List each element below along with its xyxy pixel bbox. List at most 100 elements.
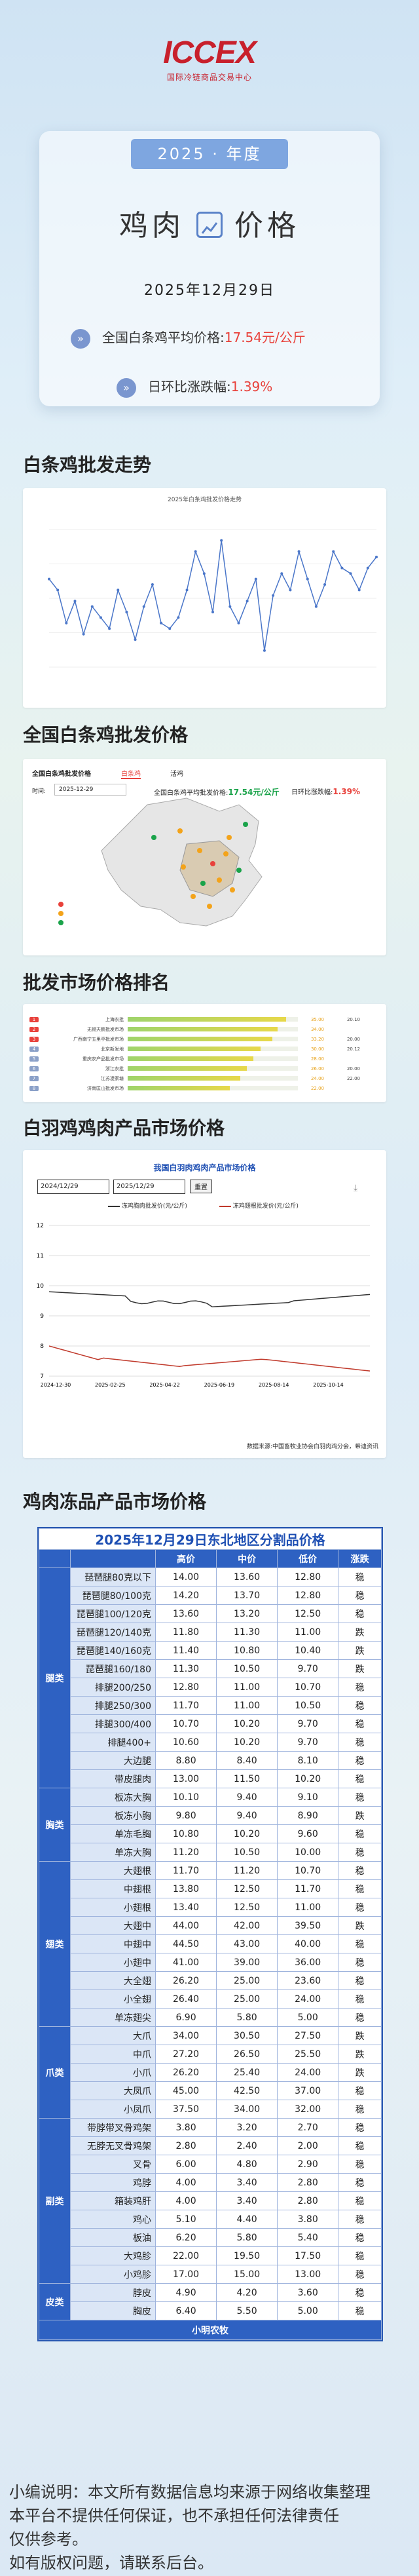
- low-price-cell: 5.00: [277, 2301, 339, 2320]
- high-price-cell: 10.10: [155, 1788, 217, 1807]
- mid-price-cell: 12.50: [216, 1898, 278, 1917]
- change-cell: 稳: [338, 2191, 382, 2210]
- table-row: 无脖无叉骨鸡架 2.80 2.40 2.00 稳: [39, 2136, 382, 2155]
- trend-chart: [48, 529, 378, 668]
- market-dot: [217, 877, 222, 883]
- rank-bar-track: [128, 1027, 298, 1031]
- category-cell: 副类: [39, 2118, 71, 2284]
- x-tick: 2025-08-14: [259, 1382, 289, 1388]
- product-name-cell: 小鸡胗: [70, 2265, 156, 2284]
- high-price-cell: 22.00: [155, 2246, 217, 2265]
- trend-point: [82, 632, 85, 636]
- mid-price-cell: 19.50: [216, 2246, 278, 2265]
- market-name: 广西南宁五里亭批发市场: [73, 1036, 124, 1042]
- tab-live-chicken[interactable]: 活鸡: [170, 771, 183, 778]
- trend-point: [349, 572, 352, 575]
- trend-point: [357, 588, 361, 592]
- rank-bar-track: [128, 1076, 298, 1081]
- date-picker[interactable]: 2025-12-29: [54, 784, 126, 796]
- table-row: 鸡心 5.10 4.40 3.80 稳: [39, 2210, 382, 2229]
- trend-point: [99, 616, 102, 619]
- low-price-cell: 3.80: [277, 2210, 339, 2229]
- caption: 小编说明：本文所有数据信息均来源于网络收集整理 本平台不提供任何保证，也不承担任…: [9, 2480, 371, 2575]
- low-price-cell: 24.00: [277, 1990, 339, 2009]
- change-cell: 稳: [338, 1879, 382, 1898]
- product-name-cell: 单冻大胸: [70, 1843, 156, 1862]
- low-price-cell: 11.00: [277, 1623, 339, 1642]
- low-price-cell: 13.00: [277, 2265, 339, 2284]
- change-cell: 稳: [338, 2283, 382, 2302]
- low-price-cell: 11.00: [277, 1898, 339, 1917]
- low-price-cell: 2.00: [277, 2136, 339, 2155]
- rank-change: 22.00: [346, 1075, 361, 1081]
- change-cell: 稳: [338, 2246, 382, 2265]
- product-name-cell: 中爪: [70, 2045, 156, 2064]
- trend-point: [366, 566, 369, 569]
- tab-white-chicken[interactable]: 白条鸡: [121, 768, 141, 779]
- product-name-cell: 琵琶腿160/180: [70, 1659, 156, 1678]
- high-price-cell: 9.80: [155, 1806, 217, 1825]
- table-row: 小鸡胗 17.00 15.00 13.00 稳: [39, 2265, 382, 2284]
- table-row: 小凤爪 37.50 34.00 32.00 稳: [39, 2100, 382, 2119]
- y-tick: 10: [37, 1283, 45, 1290]
- product-name-cell: 大翅中: [70, 1916, 156, 1935]
- market-dot: [223, 851, 228, 856]
- change-cell: 稳: [338, 1604, 382, 1623]
- mid-price-cell: 4.20: [216, 2283, 278, 2302]
- product-name-cell: 板油: [70, 2228, 156, 2247]
- date-to-input[interactable]: 2025/12/29: [113, 1180, 185, 1194]
- download-icon[interactable]: ⤓: [354, 1183, 358, 1193]
- change-cell: 稳: [338, 1934, 382, 1953]
- rank-bar-track: [128, 1066, 298, 1071]
- high-price-cell: 4.90: [155, 2283, 217, 2302]
- change-cell: 稳: [338, 1898, 382, 1917]
- market-dot: [200, 881, 206, 886]
- mid-price-cell: 3.40: [216, 2191, 278, 2210]
- change-cell: 稳: [338, 2118, 382, 2137]
- date-from-input[interactable]: 2024/12/29: [37, 1180, 109, 1194]
- national-change-label: 日环比涨跌幅:: [291, 789, 333, 796]
- low-price-cell: 40.00: [277, 1934, 339, 1953]
- table-row: 琵琶腿100/120克 13.60 13.20 12.50 稳: [39, 1604, 382, 1623]
- rank-index: 6: [29, 1066, 39, 1071]
- product-name-cell: 板冻小胸: [70, 1806, 156, 1825]
- change-cell: 稳: [338, 1567, 382, 1586]
- ranking-row: 4 北京新发地 30.00 20.12: [29, 1044, 380, 1054]
- x-tick: 2025-10-14: [313, 1382, 344, 1388]
- market-dot: [181, 864, 186, 870]
- rank-index: 1: [29, 1016, 39, 1022]
- low-price-cell: 27.50: [277, 2026, 339, 2045]
- product-name-cell: 大全翅: [70, 1971, 156, 1990]
- product-name-cell: 中翅根: [70, 1879, 156, 1898]
- change-cell: 稳: [338, 2228, 382, 2247]
- change-cell: 跌: [338, 1659, 382, 1678]
- reset-button[interactable]: 重置: [190, 1180, 212, 1193]
- col-mid: 中价: [216, 1549, 278, 1568]
- low-price-cell: 9.70: [277, 1733, 339, 1752]
- table-row: 排腿250/300 11.70 11.00 10.50 稳: [39, 1696, 382, 1715]
- chevron-right-icon: »: [117, 377, 136, 398]
- section-title-broiler: 白羽鸡鸡肉产品市场价格: [23, 1117, 225, 1139]
- table-row: 中翅根 13.80 12.50 11.70 稳: [39, 1879, 382, 1898]
- product-name-cell: 箱装鸡肝: [70, 2191, 156, 2210]
- change-cell: 跌: [338, 1641, 382, 1660]
- high-price-cell: 11.20: [155, 1843, 217, 1862]
- mid-price-cell: 9.40: [216, 1788, 278, 1807]
- report-date: 2025年12月29日: [144, 282, 275, 299]
- page-title: 鸡肉 价格: [0, 202, 419, 244]
- trend-point: [73, 600, 77, 603]
- rank-value: 30.00: [310, 1046, 325, 1052]
- low-price-cell: 10.70: [277, 1678, 339, 1697]
- high-price-cell: 26.20: [155, 1971, 217, 1990]
- high-price-cell: 14.00: [155, 1567, 217, 1586]
- national-price-panel: 全国白条鸡批发价格 白条鸡 活鸡 时间: 2025-12-29 全国白条鸡平均批…: [23, 759, 386, 955]
- product-name-cell: 小翅根: [70, 1898, 156, 1917]
- section-title-frozen: 鸡肉冻品产品市场价格: [23, 1491, 207, 1512]
- table-row: 箱装鸡肝 4.00 3.40 2.80 稳: [39, 2191, 382, 2210]
- mid-price-cell: 5.80: [216, 2228, 278, 2247]
- mid-price-cell: 13.70: [216, 1586, 278, 1605]
- high-price-cell: 12.80: [155, 1678, 217, 1697]
- rank-bar: [128, 1047, 261, 1051]
- ranking-row: 7 江苏凌家塘 24.00 22.00: [29, 1073, 380, 1083]
- category-cell: 胸类: [39, 1788, 71, 1862]
